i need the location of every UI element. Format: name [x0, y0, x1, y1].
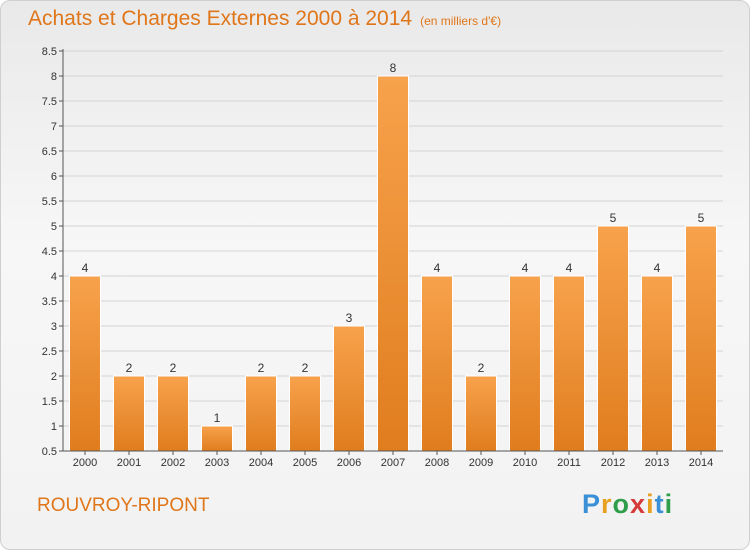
bar-value-label: 2 — [170, 361, 177, 375]
bar-2014 — [685, 225, 717, 452]
bar-2009 — [465, 375, 497, 452]
y-tick-label: 2 — [51, 371, 57, 383]
logo-letter: o — [612, 489, 631, 519]
bar-2000 — [69, 275, 101, 452]
bar-value-label: 4 — [82, 261, 89, 275]
y-tick-label: 5.5 — [42, 196, 57, 208]
x-tick-label: 2011 — [557, 457, 581, 469]
chart-subtitle: (en milliers d'€) — [420, 14, 502, 28]
bar-value-label: 4 — [566, 261, 573, 275]
bar-value-label: 3 — [346, 311, 353, 325]
y-tick-label: 3.5 — [42, 296, 57, 308]
commune-name: ROUVROY-RIPONT — [37, 495, 210, 516]
bar-2013 — [641, 275, 673, 452]
logo-letter: x — [630, 489, 647, 519]
bar-2008 — [421, 275, 453, 452]
bar-2011 — [553, 275, 585, 452]
logo-letter: P — [582, 489, 602, 519]
bar-value-label: 4 — [654, 261, 661, 275]
bar-2003 — [201, 425, 233, 452]
bar-2005 — [289, 375, 321, 452]
x-tick-label: 2000 — [73, 457, 97, 469]
bar-value-label: 2 — [126, 361, 133, 375]
y-tick-label: 3 — [51, 321, 57, 333]
bar-value-label: 2 — [302, 361, 309, 375]
bar-value-label: 2 — [258, 361, 265, 375]
bar-value-labels: 4 2 2 1 2 2 3 8 4 2 4 4 5 4 5 — [82, 61, 705, 425]
proxiti-logo: Proxiti — [582, 489, 673, 520]
y-tick-label: 6 — [51, 171, 57, 183]
y-tick-label: 1.5 — [42, 396, 57, 408]
y-tick-label: 8.5 — [42, 46, 57, 58]
bar-value-label: 4 — [522, 261, 529, 275]
logo-letter: r — [601, 489, 613, 519]
logo-letter: i — [646, 489, 655, 519]
x-tick-label: 2004 — [249, 457, 273, 469]
bar-value-label: 5 — [610, 211, 617, 225]
bar-2004 — [245, 375, 277, 452]
bar-2006 — [333, 325, 365, 452]
x-tick-label: 2006 — [337, 457, 361, 469]
x-tick-label: 2013 — [645, 457, 669, 469]
y-tick-label: 4.5 — [42, 246, 57, 258]
y-tick-label: 5 — [51, 221, 57, 233]
logo-letter: i — [664, 489, 674, 519]
x-tick-label: 2014 — [689, 457, 713, 469]
bar-2010 — [509, 275, 541, 452]
y-tick-label: 4 — [51, 271, 57, 283]
chart-title: Achats et Charges Externes 2000 à 2014 (e… — [28, 7, 501, 31]
bars — [69, 75, 717, 452]
x-tick-label: 2007 — [381, 457, 405, 469]
bar-2002 — [157, 375, 189, 452]
bar-value-label: 1 — [214, 411, 221, 425]
y-tick-label: 6.5 — [42, 146, 57, 158]
x-tick-label: 2009 — [469, 457, 493, 469]
bar-2001 — [113, 375, 145, 452]
x-tick-label: 2005 — [293, 457, 317, 469]
bar-value-label: 8 — [390, 61, 397, 75]
x-tick-label: 2003 — [205, 457, 229, 469]
y-tick-label: 7.5 — [42, 96, 57, 108]
bar-value-label: 4 — [434, 261, 441, 275]
axes: 0.5 1 1.5 2 2.5 3 3.5 4 4.5 5 5.5 6 6.5 7 7.5 8 8.5 2000 2… — [42, 46, 723, 469]
x-tick-label: 2002 — [161, 457, 185, 469]
bar-2007 — [377, 75, 409, 452]
bar-value-label: 5 — [698, 211, 705, 225]
logo-letter: t — [654, 489, 665, 519]
y-tick-label: 8 — [51, 71, 57, 83]
x-tick-label: 2012 — [601, 457, 625, 469]
chart-title-main: Achats et Charges Externes 2000 à 2014 — [28, 7, 413, 30]
y-tick-label: 1 — [51, 421, 57, 433]
y-tick-label: 7 — [51, 121, 57, 133]
bar-value-label: 2 — [478, 361, 485, 375]
y-tick-label: 0.5 — [42, 446, 57, 458]
x-tick-label: 2001 — [117, 457, 141, 469]
bar-2012 — [597, 225, 629, 452]
x-tick-label: 2010 — [513, 457, 537, 469]
x-tick-label: 2008 — [425, 457, 449, 469]
y-tick-label: 2.5 — [42, 346, 57, 358]
